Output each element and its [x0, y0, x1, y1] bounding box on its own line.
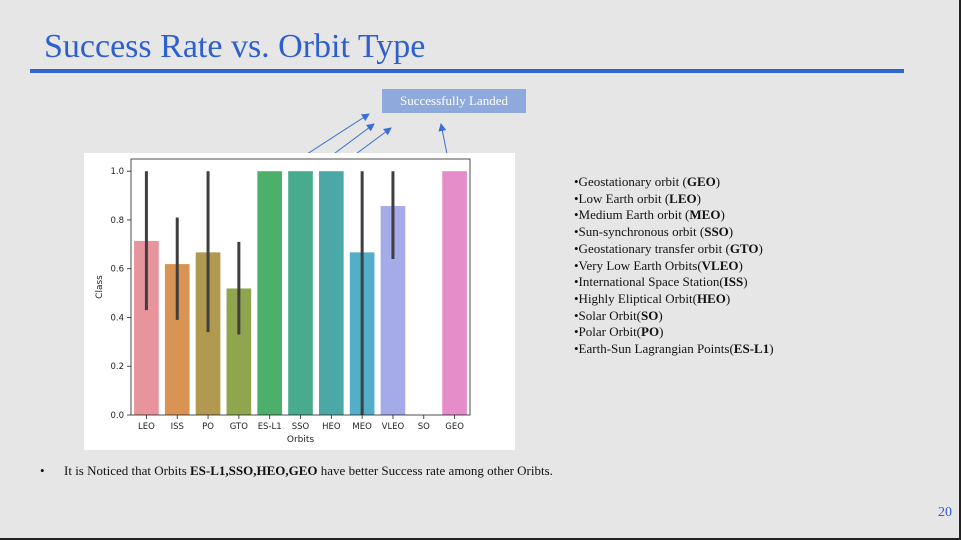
legend-item-prefix: •Very Low Earth Orbits(	[574, 257, 702, 273]
note-suffix: have better Success rate among other Ori…	[317, 463, 553, 478]
legend-item-prefix: •Highly Eliptical Orbit(	[574, 290, 697, 306]
legend-item-po: •Polar Orbit(PO)	[574, 324, 774, 341]
legend-item-prefix: •Polar Orbit(	[574, 324, 642, 340]
legend-item-suffix: )	[720, 207, 725, 223]
y-tick-label: 0.6	[110, 265, 124, 275]
bar-chart: LEO ISS PO GTO ES-L1 SSO HEO MEO VLEO SO GEO 0.0 0.2…	[95, 158, 471, 445]
legend-item-abbr: GEO	[686, 174, 716, 189]
legend-item-prefix: •International Space Station(	[574, 274, 724, 290]
note-prefix: It is Noticed that Orbits	[64, 463, 191, 478]
x-tick-label: SO	[418, 422, 430, 432]
legend-item-gto: •Geostationary transfer orbit (GTO)	[574, 241, 774, 258]
x-tick-label: ISS	[171, 422, 184, 432]
legend-item-suffix: )	[743, 274, 748, 290]
legend-item-abbr: PO	[641, 324, 660, 340]
legend-item-suffix: )	[728, 224, 734, 240]
legend-item-abbr: VLEO	[701, 257, 739, 273]
legend-item-abbr: MEO	[689, 207, 721, 223]
orbit-legend-list: •Geostationary orbit (GEO) •Low Earth orb…	[574, 174, 774, 358]
bar-sso	[288, 171, 313, 415]
x-tick-label: ES-L1	[258, 422, 282, 432]
observation-note: • It is Noticed that Orbits ES-L1,SSO,HEO…	[40, 463, 553, 479]
legend-item-heo: •Highly Eliptical Orbit(HEO)	[574, 291, 774, 308]
legend-item-suffix: )	[696, 190, 701, 206]
legend-item-es-l1: •Earth-Sun Lagrangian Points(ES-L1)	[574, 341, 774, 358]
legend-item-abbr: GTO	[729, 240, 759, 256]
slide-title: Success Rate vs. Orbit Type	[44, 28, 426, 65]
legend-item-prefix: •Low Earth orbit (	[574, 190, 670, 206]
legend-item-sso: •Sun-synchronous orbit (SSO)	[574, 224, 774, 241]
legend-item-leo: •Low Earth orbit (LEO)	[574, 191, 774, 208]
bar-geo	[442, 171, 467, 415]
note-bullet: •	[40, 463, 45, 478]
x-axis-label: Orbits	[287, 435, 315, 445]
legend-item-geo: •Geostationary orbit (GEO)	[574, 174, 774, 191]
legend-item-suffix: )	[659, 324, 664, 340]
legend-item-suffix: )	[738, 257, 743, 273]
x-tick-label: PO	[202, 422, 214, 432]
legend-item-prefix: •Geostationary orbit (	[574, 174, 687, 189]
x-tick-label: GTO	[230, 422, 248, 432]
y-axis-label: Class	[95, 275, 105, 299]
legend-item-vleo: •Very Low Earth Orbits(VLEO)	[574, 258, 774, 275]
x-tick-label: GEO	[445, 422, 464, 432]
note-bold: ES-L1,SSO,HEO,GEO	[190, 463, 318, 478]
page-number: 20	[938, 505, 952, 520]
x-tick-label: VLEO	[382, 422, 405, 432]
legend-item-suffix: )	[658, 307, 663, 323]
y-tick-label: 0.2	[110, 362, 124, 372]
legend-item-abbr: ES-L1	[733, 341, 770, 357]
legend-item-meo: •Medium Earth orbit (MEO)	[574, 207, 774, 224]
bar-heo	[318, 171, 344, 415]
chart-panel: LEO ISS PO GTO ES-L1 SSO HEO MEO VLEO SO GEO 0.0 0.2…	[84, 153, 515, 450]
legend-item-suffix: )	[715, 174, 721, 189]
x-tick-label: SSO	[292, 422, 310, 432]
legend-item-iss: •International Space Station(ISS)	[574, 274, 774, 291]
x-tick-label: MEO	[352, 422, 372, 432]
title-underline	[30, 69, 904, 73]
y-tick-label: 0.4	[110, 313, 124, 323]
legend-item-abbr: ISS	[723, 274, 744, 290]
legend-item-suffix: )	[769, 341, 774, 357]
x-tick-label: LEO	[138, 422, 155, 432]
y-tick-label: 1.0	[110, 167, 124, 177]
y-tick-label: 0.8	[110, 216, 124, 226]
legend-item-suffix: )	[725, 290, 731, 306]
legend-item-prefix: •Sun-synchronous orbit (	[574, 224, 705, 240]
successfully-landed-callout: Successfully Landed	[382, 89, 526, 113]
legend-item-prefix: •Medium Earth orbit (	[574, 207, 690, 223]
legend-item-abbr: SO	[641, 307, 659, 323]
legend-item-prefix: •Earth-Sun Lagrangian Points(	[574, 341, 734, 357]
legend-item-abbr: LEO	[669, 190, 697, 206]
plot-frame	[130, 158, 471, 416]
legend-item-suffix: )	[758, 240, 763, 256]
bar-es-l1	[257, 171, 283, 415]
x-tick-label: HEO	[322, 422, 341, 432]
legend-item-prefix: •Solar Orbit(	[574, 307, 642, 323]
legend-item-abbr: HEO	[696, 290, 726, 306]
legend-item-so: •Solar Orbit(SO)	[574, 308, 774, 325]
legend-item-abbr: SSO	[704, 224, 729, 240]
y-tick-label: 0.0	[110, 411, 124, 421]
legend-item-prefix: •Geostationary transfer orbit (	[574, 240, 730, 256]
